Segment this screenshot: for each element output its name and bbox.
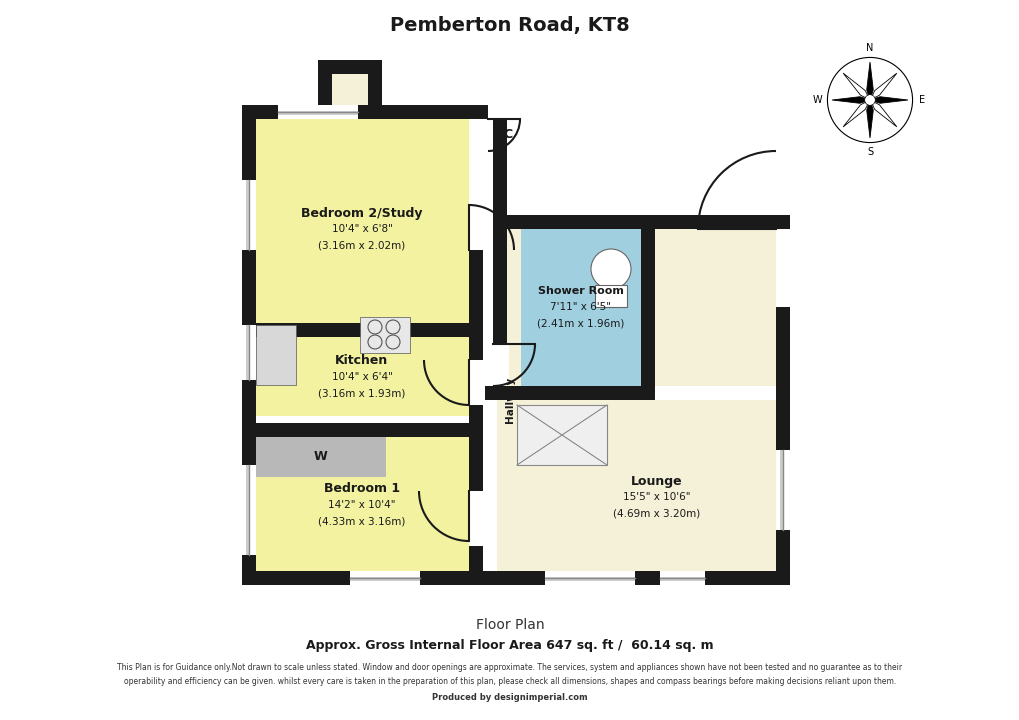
Bar — [469, 215, 483, 585]
Bar — [775, 450, 790, 530]
Bar — [544, 571, 635, 585]
Bar — [654, 215, 775, 386]
Text: (4.33m x 3.16m): (4.33m x 3.16m) — [318, 516, 406, 526]
Bar — [242, 323, 483, 337]
Bar — [256, 325, 296, 385]
Bar — [492, 215, 506, 400]
Text: 15'5" x 10'6": 15'5" x 10'6" — [623, 492, 690, 502]
Bar — [256, 437, 385, 477]
Text: (4.69m x 3.20m): (4.69m x 3.20m) — [612, 508, 700, 518]
Polygon shape — [866, 100, 872, 138]
Text: W: W — [812, 95, 821, 105]
Text: E: E — [918, 95, 924, 105]
Bar — [256, 430, 469, 571]
Bar — [492, 344, 508, 386]
Text: 14'2" x 10'4": 14'2" x 10'4" — [328, 500, 395, 510]
Bar — [242, 465, 256, 555]
Bar — [492, 386, 654, 400]
Text: (3.16m x 1.93m): (3.16m x 1.93m) — [318, 388, 406, 398]
Text: 10'4" x 6'8": 10'4" x 6'8" — [331, 224, 392, 234]
Circle shape — [864, 94, 874, 105]
Text: Hallway: Hallway — [504, 377, 515, 423]
Bar — [242, 571, 790, 585]
Text: C: C — [503, 128, 513, 142]
Bar — [659, 571, 704, 585]
Text: (3.16m x 2.02m): (3.16m x 2.02m) — [318, 240, 406, 250]
Circle shape — [590, 249, 631, 289]
Bar — [242, 325, 256, 380]
Bar — [594, 285, 627, 307]
Bar — [278, 105, 358, 119]
Bar — [537, 400, 775, 571]
Bar — [544, 577, 635, 581]
Text: 7'11" x 6'5": 7'11" x 6'5" — [550, 302, 611, 312]
Text: Bedroom 1: Bedroom 1 — [324, 482, 399, 495]
Bar — [242, 105, 483, 119]
Text: Bedroom 2/Study: Bedroom 2/Study — [301, 207, 422, 220]
Bar — [256, 119, 469, 330]
Bar — [368, 60, 382, 119]
Bar — [469, 386, 506, 400]
Bar — [246, 325, 250, 380]
Bar — [775, 229, 791, 307]
Polygon shape — [832, 96, 869, 103]
Bar — [775, 215, 790, 585]
Bar — [256, 330, 469, 416]
Bar — [521, 400, 775, 571]
Bar — [659, 577, 704, 581]
Bar — [492, 215, 790, 229]
Polygon shape — [866, 62, 872, 100]
Bar — [521, 215, 654, 386]
Polygon shape — [869, 100, 896, 127]
Polygon shape — [843, 100, 869, 127]
Text: S: S — [866, 148, 872, 158]
Bar — [278, 111, 358, 115]
Polygon shape — [869, 96, 907, 103]
Bar — [640, 215, 654, 400]
Bar — [496, 229, 537, 571]
Text: Kitchen: Kitchen — [335, 354, 388, 367]
Bar — [483, 105, 506, 119]
Bar — [246, 180, 250, 250]
Text: Lounge: Lounge — [631, 474, 682, 487]
Bar — [242, 180, 256, 250]
Text: Pemberton Road, KT8: Pemberton Road, KT8 — [389, 16, 630, 35]
Text: 10'4" x 6'4": 10'4" x 6'4" — [331, 372, 392, 382]
Text: This Plan is for Guidance only.Not drawn to scale unless stated. Window and door: This Plan is for Guidance only.Not drawn… — [117, 664, 902, 672]
Bar — [469, 491, 484, 546]
Text: W: W — [314, 451, 327, 464]
Bar — [487, 103, 520, 119]
Bar — [242, 105, 256, 585]
Bar — [350, 577, 420, 581]
Text: (2.41m x 1.96m): (2.41m x 1.96m) — [537, 318, 624, 328]
Bar — [318, 60, 331, 119]
Text: Approx. Gross Internal Floor Area 647 sq. ft /  60.14 sq. m: Approx. Gross Internal Floor Area 647 sq… — [306, 639, 713, 652]
Text: operability and efficiency can be given. whilst every care is taken in the prepa: operability and efficiency can be given.… — [123, 678, 896, 686]
Bar — [469, 205, 484, 250]
Bar — [360, 317, 410, 353]
Bar — [517, 405, 606, 465]
Bar — [318, 60, 382, 74]
Bar — [242, 423, 483, 437]
Bar — [350, 571, 420, 585]
Polygon shape — [843, 73, 869, 100]
Bar — [496, 119, 506, 229]
Bar — [780, 450, 784, 530]
Polygon shape — [869, 73, 896, 100]
Text: Floor Plan: Floor Plan — [475, 618, 544, 632]
Bar — [246, 465, 250, 555]
Bar — [492, 105, 506, 229]
Text: Shower Room: Shower Room — [538, 286, 624, 296]
Text: Produced by designimperial.com: Produced by designimperial.com — [432, 693, 587, 703]
Text: N: N — [865, 42, 873, 53]
Bar — [469, 360, 484, 405]
Bar — [331, 60, 382, 105]
